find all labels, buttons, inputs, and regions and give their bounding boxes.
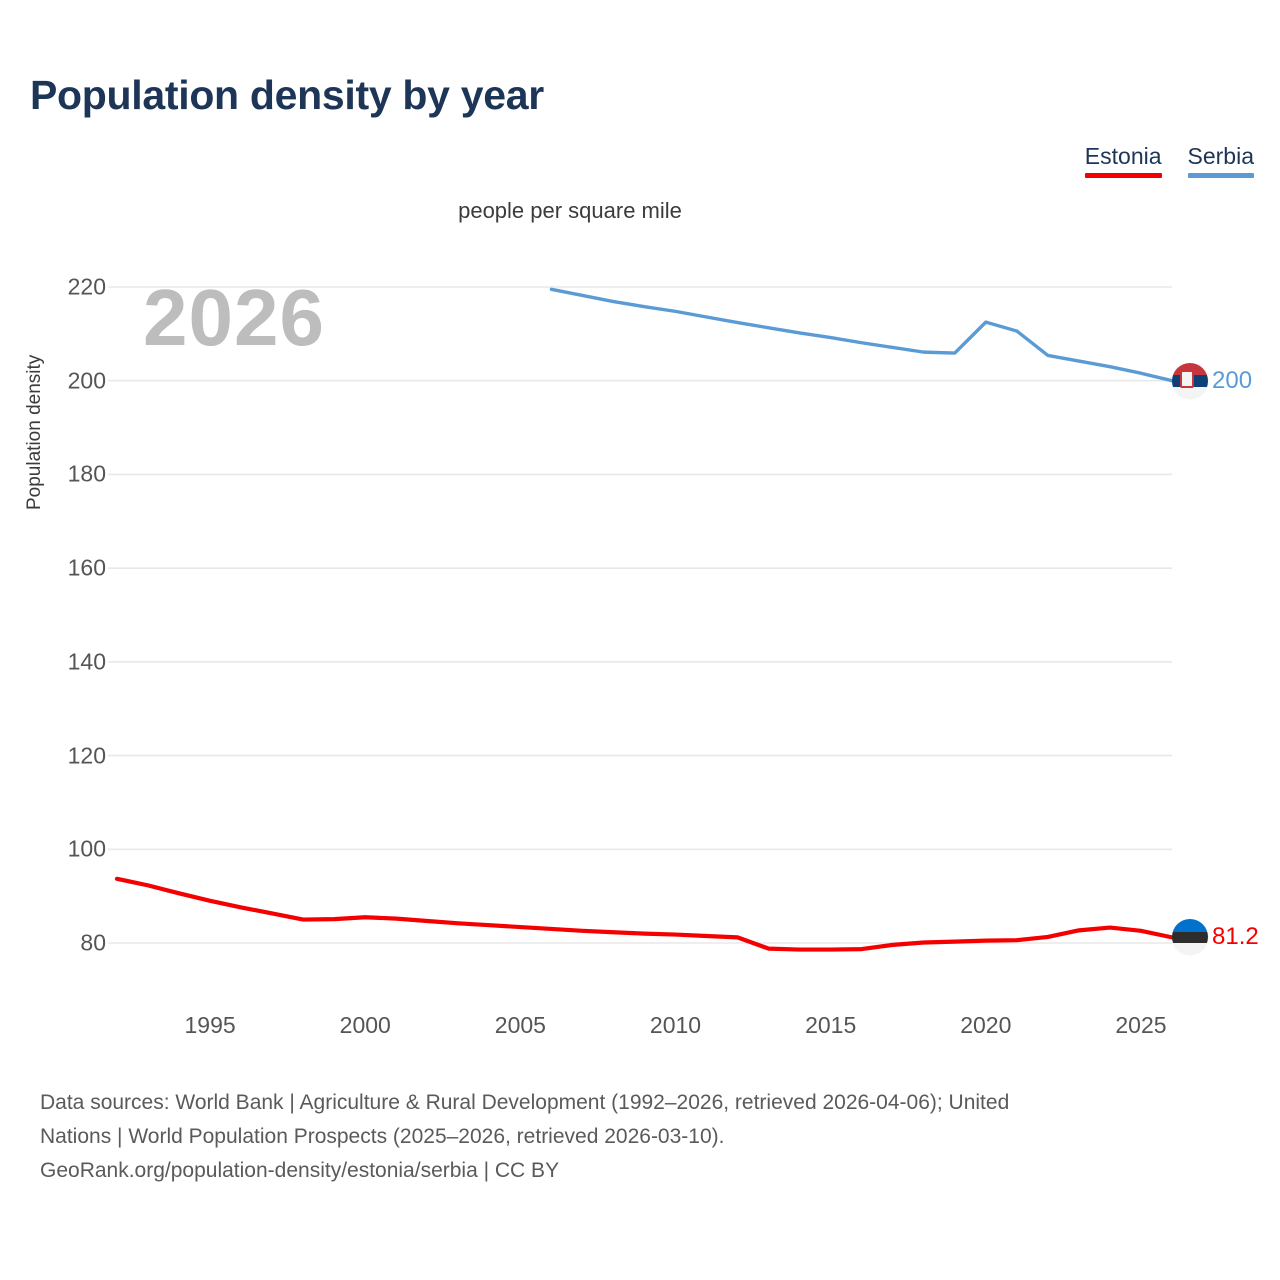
legend-label-estonia: Estonia — [1084, 143, 1162, 169]
y-tick-label: 80 — [80, 929, 106, 956]
x-tick-label: 2020 — [960, 1012, 1012, 1038]
serbia-crest-icon — [1180, 369, 1194, 388]
legend-swatch-estonia — [1084, 173, 1162, 179]
chart-subtitle: people per square mile — [458, 198, 682, 223]
page-title: Population density by year — [30, 72, 544, 118]
x-tick-label: 2015 — [805, 1012, 857, 1038]
flag-band — [1172, 943, 1208, 956]
legend-item-estonia[interactable]: Estonia — [1084, 143, 1162, 179]
footer-line-1: Data sources: World Bank | Agriculture &… — [40, 1091, 1010, 1114]
x-tick-label: 2010 — [649, 1012, 702, 1038]
flag-band — [1172, 386, 1208, 399]
chart-footer: Data sources: World Bank | Agriculture &… — [40, 1086, 1250, 1188]
y-tick-label: 100 — [67, 835, 106, 862]
year-watermark: 2026 — [143, 273, 325, 362]
y-tick-label: 180 — [67, 460, 106, 487]
x-tick-label: 2025 — [1115, 1012, 1167, 1038]
flag-icon-estonia — [1172, 919, 1208, 956]
flag-band — [1172, 931, 1208, 944]
y-tick-label: 120 — [67, 742, 106, 769]
plot-area — [108, 286, 1175, 952]
y-tick-label: 160 — [67, 554, 106, 581]
end-value-label-serbia: 200 — [1212, 366, 1253, 394]
flag-band — [1172, 919, 1208, 932]
x-tick-label: 2005 — [494, 1012, 546, 1038]
y-tick-label: 200 — [67, 367, 106, 394]
series-line-serbia — [549, 287, 1174, 383]
y-tick-label: 220 — [67, 273, 106, 300]
footer-line-3: GeoRank.org/population-density/estonia/s… — [40, 1159, 560, 1183]
legend-swatch-serbia — [1187, 173, 1254, 179]
footer-line-2: Nations | World Population Prospects (20… — [40, 1125, 725, 1149]
flag-icon-serbia — [1172, 362, 1208, 399]
end-value-label-estonia: 81.2 — [1212, 923, 1259, 951]
series-line-estonia — [114, 876, 1175, 952]
x-tick-label: 2000 — [339, 1012, 391, 1038]
chart-svg — [108, 286, 1175, 952]
x-tick-label: 1995 — [184, 1012, 236, 1038]
legend-item-serbia[interactable]: Serbia — [1187, 143, 1254, 179]
y-tick-label: 140 — [67, 648, 106, 675]
chart-legend: Estonia Serbia — [1084, 143, 1254, 179]
legend-label-serbia: Serbia — [1187, 143, 1254, 169]
